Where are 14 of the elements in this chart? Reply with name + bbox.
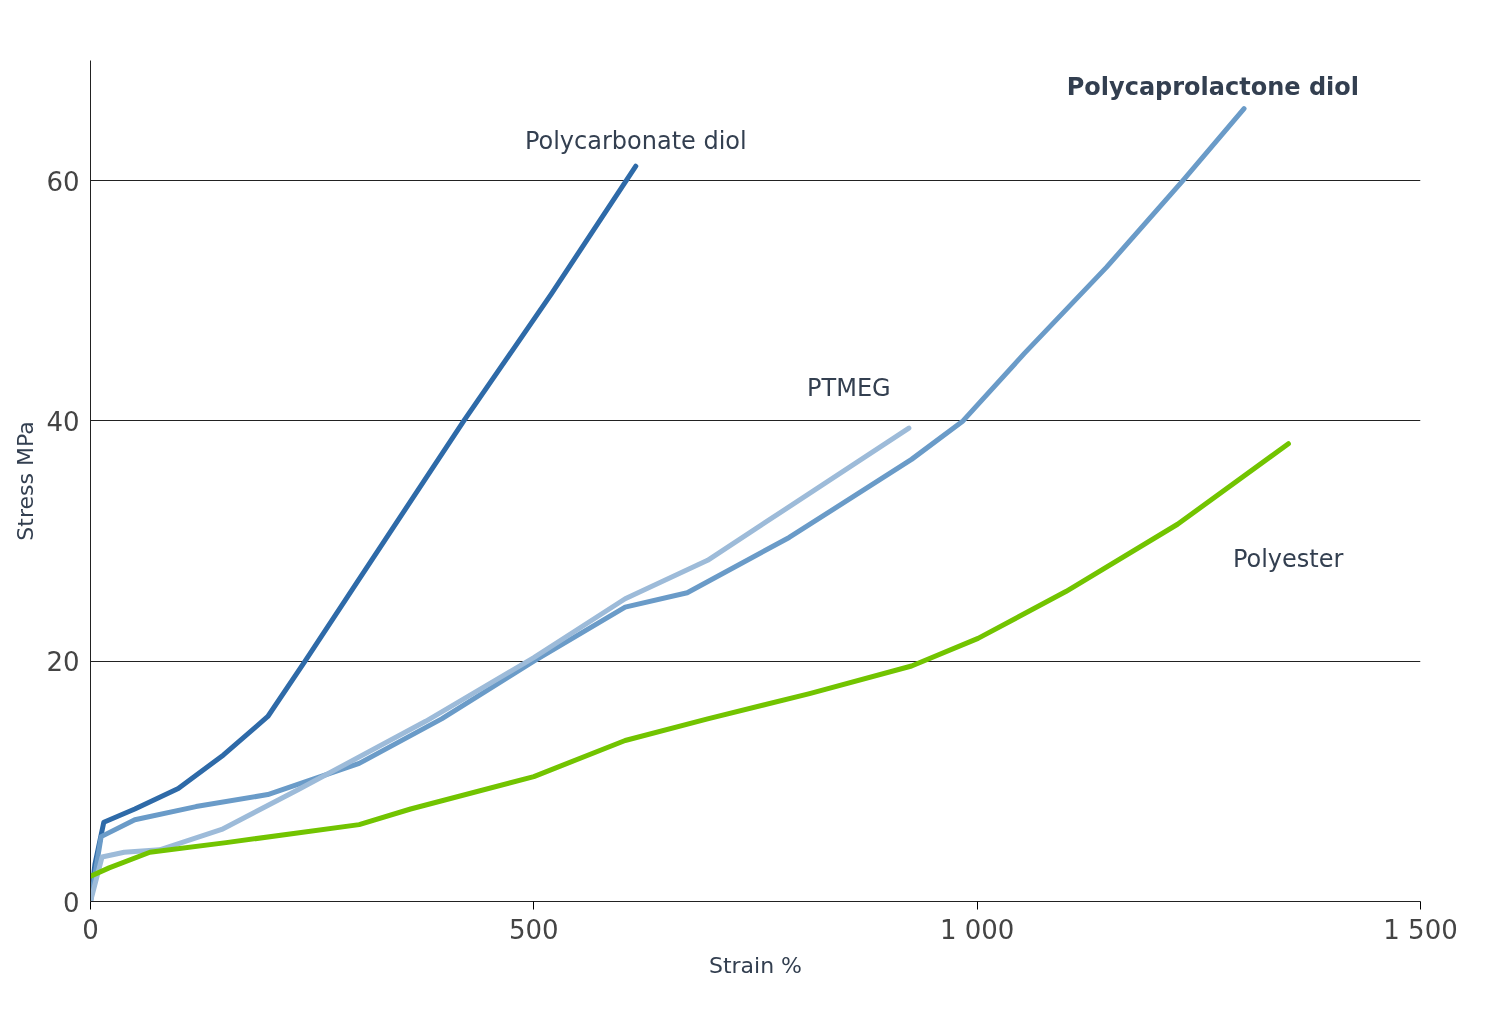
series-label: Polycarbonate diol: [524, 127, 747, 156]
x-tick-label: 0: [82, 914, 99, 945]
y-axis-title: Stress MPa: [13, 421, 39, 541]
y-tick-label: 20: [46, 647, 80, 678]
y-tick-label: 0: [62, 887, 80, 918]
series-label: PTMEG: [807, 374, 891, 403]
text: Polyester: [1232, 544, 1344, 573]
x-tick-label: 1 000: [939, 914, 1015, 945]
x-tick-label: 1 500: [1383, 914, 1458, 945]
series-label: Polycaprolactone diol: [1066, 72, 1360, 101]
x-tick-label: 500: [509, 914, 559, 945]
y-tick-label: 40: [46, 406, 80, 437]
y-tick-label: 60: [46, 166, 80, 197]
x-axis-title: Strain %: [708, 952, 803, 978]
